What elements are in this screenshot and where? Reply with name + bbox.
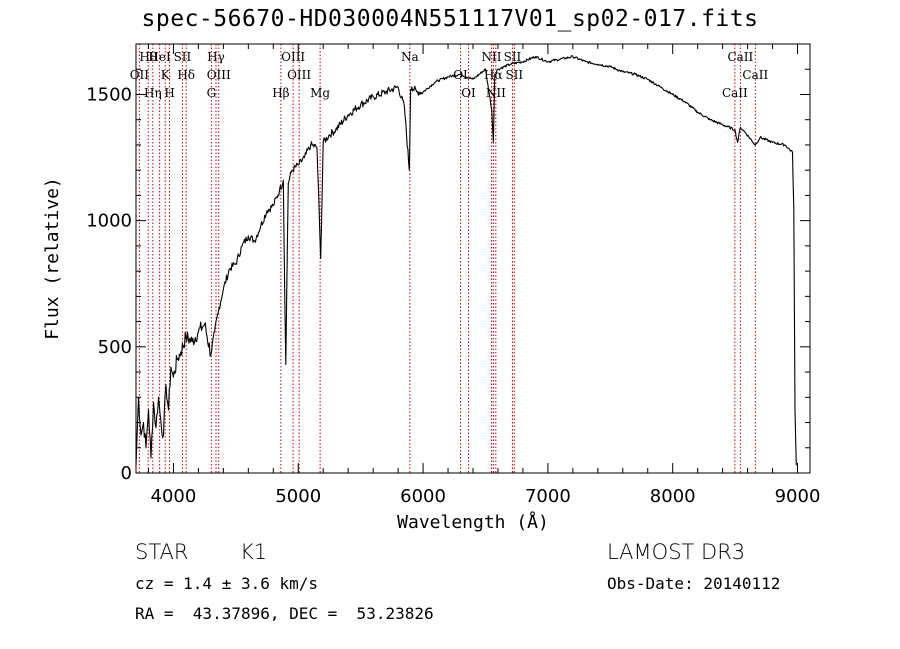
spectral-line-label: OIII: [287, 68, 311, 82]
spectral-line-label: OII: [130, 68, 150, 82]
spectral-line-label: NII: [486, 86, 506, 100]
x-tick-label: 9000: [775, 486, 821, 507]
spectral-line-label: NII: [481, 50, 501, 64]
object-class: STAR: [135, 540, 189, 564]
y-tick-label: 1500: [86, 84, 132, 105]
x-axis-label: Wavelength (Å): [397, 511, 549, 533]
spectral-line-label: Hβ: [272, 86, 289, 100]
spectral-line-label: Hη: [144, 86, 162, 100]
object-subclass: K1: [240, 540, 268, 564]
observation-date: Obs-Date: 20140112: [607, 574, 781, 593]
spectral-line-label: Mg: [310, 86, 330, 100]
spectral-line-label: K: [161, 68, 171, 82]
x-tick-label: 6000: [400, 486, 446, 507]
spectral-line-label: Hδ: [177, 68, 195, 82]
spectral-line-label: Hα: [484, 68, 503, 82]
redshift-cz: cz = 1.4 ± 3.6 km/s: [135, 574, 319, 593]
spectral-line-label: H: [164, 86, 174, 100]
y-axis-label: Flux (relative): [42, 177, 63, 340]
spectral-line-label: CaII: [722, 86, 748, 100]
spectral-line-label: CaII: [727, 50, 753, 64]
spectral-line-label: G: [207, 86, 217, 100]
y-tick-label: 1000: [86, 211, 132, 232]
spectral-line-label: SII: [174, 50, 192, 64]
coordinates: RA = 43.37896, DEC = 53.23826: [135, 604, 434, 623]
spectral-line-label: OIII: [207, 68, 231, 82]
spectral-line-label: OIII: [281, 50, 305, 64]
spectral-line-label: HeI: [148, 50, 171, 64]
spectral-line-label: SII: [505, 68, 523, 82]
spectral-line-label: Na: [401, 50, 419, 64]
spectral-line-label: CaII: [742, 68, 768, 82]
x-tick-label: 7000: [525, 486, 571, 507]
y-tick-label: 0: [121, 463, 132, 484]
y-tick-label: 500: [98, 337, 132, 358]
x-tick-label: 4000: [151, 486, 197, 507]
spectral-line-label: Hγ: [207, 50, 225, 64]
chart-title: spec-56670-HD030004N551117V01_sp02-017.f…: [141, 6, 759, 32]
spectral-line-label: OI: [461, 86, 476, 100]
spectral-line-label: Hθ: [139, 50, 157, 64]
spectral-line-label: SII: [504, 50, 522, 64]
spectrum-line: [135, 55, 797, 466]
spectral-line-label: OI: [453, 68, 468, 82]
survey-name: LAMOST DR3: [607, 540, 746, 564]
x-tick-label: 8000: [650, 486, 696, 507]
x-tick-label: 5000: [275, 486, 321, 507]
